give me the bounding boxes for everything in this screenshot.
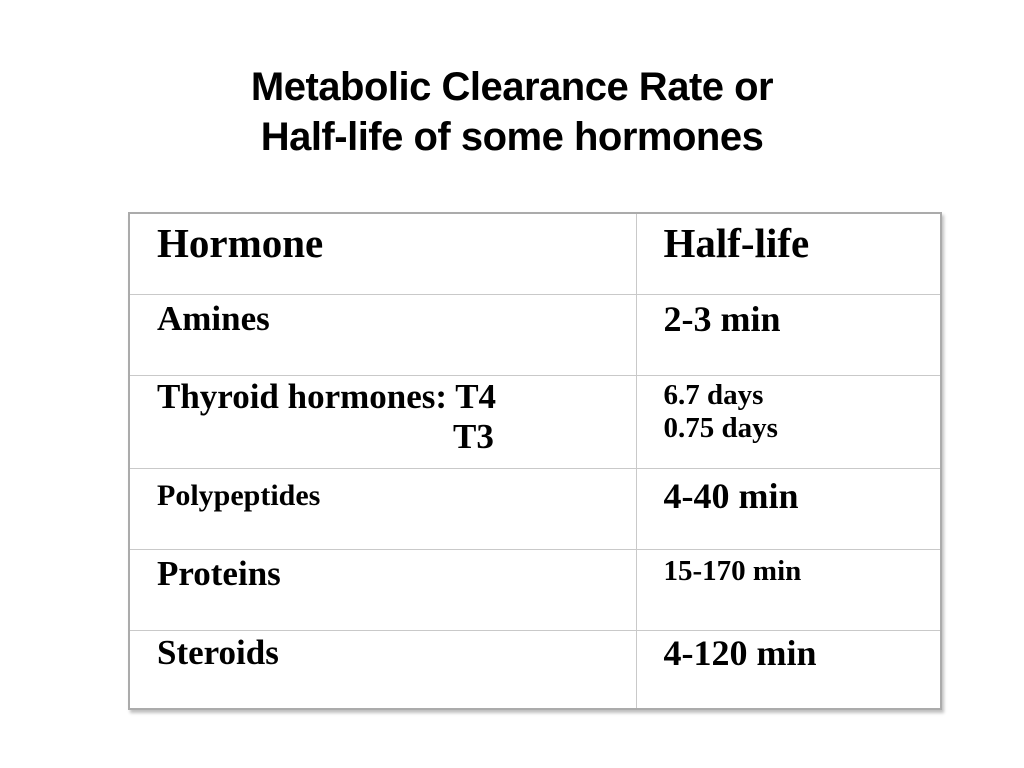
hormone-line: Thyroid hormones: T4 xyxy=(157,376,497,416)
hormone-cell: Proteins xyxy=(128,548,637,631)
hormone-cell: Thyroid hormones: T4 T3 xyxy=(128,374,637,469)
hormone-line: Amines xyxy=(157,298,270,338)
column-header-halflife: Half-life xyxy=(635,212,942,295)
halflife-cell: 4-120 min xyxy=(635,629,942,710)
halflife-line: 0.75 days xyxy=(663,411,778,444)
halflife-line: 6.7 days xyxy=(663,378,764,411)
hormone-line: Polypeptides xyxy=(157,478,321,512)
halflife-cell: 4-40 min xyxy=(635,467,942,550)
hormone-line: Steroids xyxy=(157,632,279,672)
slide-title: Metabolic Clearance Rate or Half-life of… xyxy=(0,62,1024,162)
halflife-line: 4-120 min xyxy=(663,632,817,673)
table-row-proteins: Proteins 15-170 min xyxy=(128,548,942,631)
halflife-cell: 6.7 days 0.75 days xyxy=(635,374,942,469)
hormone-line-t3: T3 xyxy=(453,416,494,456)
table-row-thyroid-hormones: Thyroid hormones: T4 T3 6.7 days 0.75 da… xyxy=(128,374,942,469)
slide-title-line-2: Half-life of some hormones xyxy=(260,115,764,159)
column-header-hormone: Hormone xyxy=(128,212,637,295)
table-row-polypeptides: Polypeptides 4-40 min xyxy=(128,467,942,550)
hormone-line: Proteins xyxy=(157,553,281,593)
slide-title-line-1: Metabolic Clearance Rate or xyxy=(250,65,774,109)
halflife-line: 15-170 min xyxy=(663,554,802,587)
halflife-cell: 2-3 min xyxy=(635,293,942,376)
table-row-amines: Amines 2-3 min xyxy=(128,293,942,376)
hormone-cell: Amines xyxy=(128,293,637,376)
halflife-line: 2-3 min xyxy=(663,298,781,339)
hormone-cell: Polypeptides xyxy=(128,467,637,550)
table-row-steroids: Steroids 4-120 min xyxy=(128,629,942,710)
halflife-line: 4-40 min xyxy=(663,475,799,516)
hormone-cell: Steroids xyxy=(128,629,637,710)
table-header-row: Hormone Half-life xyxy=(128,212,942,295)
halflife-cell: 15-170 min xyxy=(635,548,942,631)
hormone-halflife-table: Hormone Half-life Amines 2-3 min Thyroid… xyxy=(128,212,942,710)
